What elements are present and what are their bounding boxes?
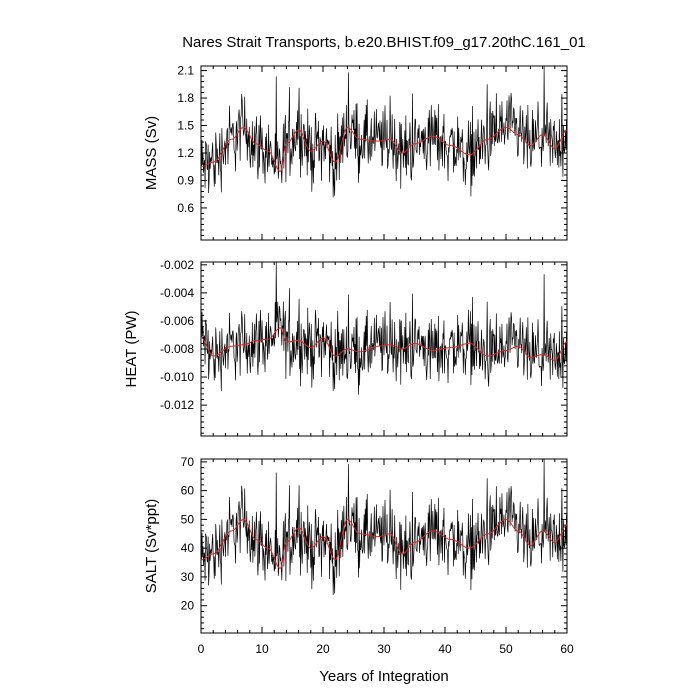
x-tick-label: 10: [255, 642, 269, 656]
y-tick-label: -0.010: [160, 370, 194, 384]
panel-heat-ylabel: HEAT (PW): [123, 311, 140, 388]
y-tick-label: 70: [181, 455, 195, 469]
y-tick-label: 20: [181, 599, 195, 613]
y-tick-label: -0.008: [160, 342, 194, 356]
y-tick-label: 1.2: [177, 146, 194, 160]
y-tick-label: 1.8: [177, 91, 194, 105]
x-tick-label: 60: [560, 642, 574, 656]
figure-title: Nares Strait Transports, b.e20.BHIST.f09…: [182, 34, 586, 51]
y-tick-label: -0.012: [160, 398, 194, 412]
panel-mass-ticks: [200, 66, 568, 240]
panel-mass-smoothed-series: [200, 126, 568, 172]
panel-salt: SALT (Sv*ppt) 20 30 40 50 60 70: [143, 455, 568, 634]
x-tick-label: 0: [198, 642, 205, 656]
raw-monthly-line: [200, 261, 568, 395]
y-tick-label: 2.1: [177, 64, 194, 78]
panel-heat-ticklabels: -0.012 -0.010 -0.008 -0.006 -0.004 -0.002: [160, 258, 194, 412]
x-axis-label: Years of Integration: [319, 668, 449, 685]
raw-monthly-line: [200, 65, 568, 198]
y-tick-label: 0.6: [177, 201, 194, 215]
panel-salt-ylabel: SALT (Sv*ppt): [143, 499, 160, 593]
panel-mass-raw-series: [200, 65, 568, 198]
x-tick-label: 20: [316, 642, 330, 656]
panel-heat: HEAT (PW) -0.012 -0.010 -0.008 -0.006 -0.004…: [123, 258, 568, 437]
y-tick-label: -0.006: [160, 314, 194, 328]
panel-salt-smoothed-series: [200, 518, 568, 569]
raw-monthly-line: [200, 458, 568, 596]
y-tick-label: 40: [181, 541, 195, 555]
panel-mass-ylabel: MASS (Sv): [143, 116, 160, 190]
panel-heat-raw-series: [200, 261, 568, 395]
panel-heat-smoothed-series: [200, 327, 568, 361]
y-tick-label: -0.004: [160, 286, 194, 300]
panel-mass-ticklabels: 0.6 0.9 1.2 1.5 1.8 2.1: [177, 64, 194, 215]
y-tick-label: 50: [181, 512, 195, 526]
smoothed-line: [200, 126, 568, 172]
y-tick-label: -0.002: [160, 258, 194, 272]
y-tick-label: 30: [181, 570, 195, 584]
smoothed-line: [200, 518, 568, 569]
panel-mass: MASS (Sv) 0.6 0.9 1.2 1.5 1.8 2.1: [143, 64, 568, 241]
y-tick-label: 0.9: [177, 173, 194, 187]
x-axis-ticklabels: 0 10 20 30 40 50 60: [198, 642, 574, 656]
panel-salt-raw-series: [200, 458, 568, 596]
smoothed-line: [200, 327, 568, 361]
y-tick-label: 60: [181, 484, 195, 498]
x-tick-label: 30: [377, 642, 391, 656]
panel-mass-frame: [200, 65, 568, 241]
x-tick-label: 50: [499, 642, 513, 656]
x-tick-label: 40: [438, 642, 452, 656]
panel-salt-ticklabels: 20 30 40 50 60 70: [181, 455, 195, 613]
y-tick-label: 1.5: [177, 119, 194, 133]
panel-salt-ticks: [200, 459, 568, 633]
panel-salt-frame: [200, 458, 568, 634]
